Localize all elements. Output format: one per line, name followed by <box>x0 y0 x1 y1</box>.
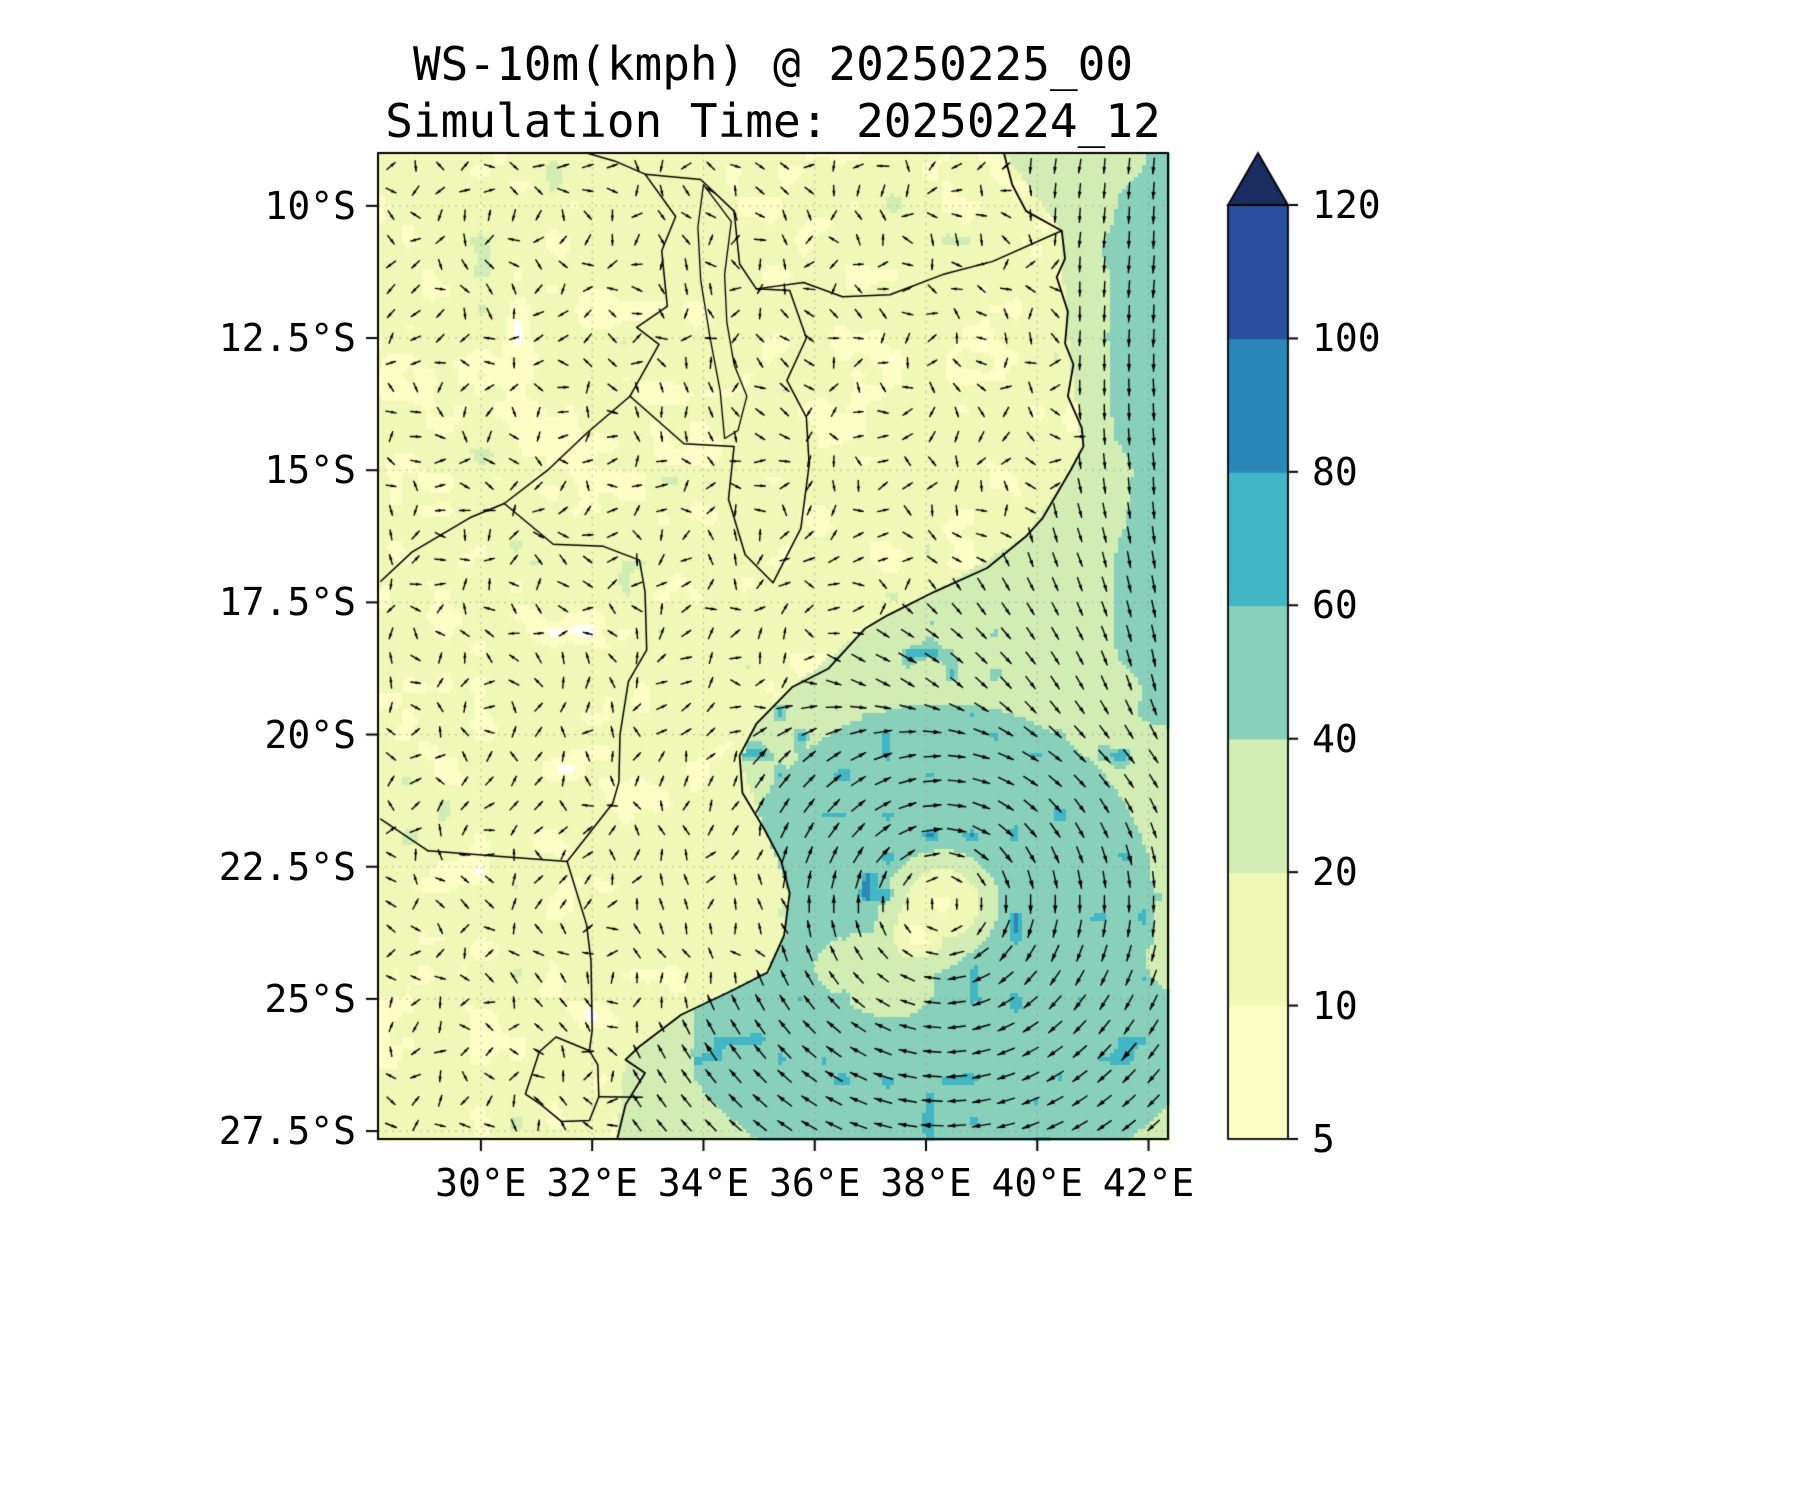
colorbar-tick-label: 80 <box>1312 449 1358 494</box>
x-tick-label: 34°E <box>657 1161 750 1205</box>
chart-subtitle: Simulation Time: 20250224_12 <box>385 94 1161 148</box>
colorbar-tick-label: 10 <box>1312 983 1358 1028</box>
colorbar-tick-label: 120 <box>1312 183 1381 227</box>
x-tick-label: 40°E <box>991 1161 1084 1205</box>
colorbar-tick-label: 5 <box>1312 1117 1335 1161</box>
y-tick-label: 15°S <box>264 448 356 493</box>
colorbar-tick-label: 60 <box>1312 583 1358 628</box>
y-tick-label: 27.5°S <box>218 1109 356 1154</box>
y-tick-label: 20°S <box>264 712 356 757</box>
y-tick-label: 22.5°S <box>218 844 356 889</box>
colorbar-tick-label: 20 <box>1312 850 1358 895</box>
x-tick-label: 36°E <box>768 1161 861 1205</box>
y-tick-label: 10°S <box>264 183 356 228</box>
colorbar-tick-label: 100 <box>1312 316 1381 361</box>
y-tick-label: 25°S <box>264 976 356 1021</box>
chart-title: WS-10m(kmph) @ 20250225_00 <box>412 37 1134 91</box>
y-tick-label: 17.5°S <box>218 580 356 625</box>
x-tick-label: 38°E <box>880 1161 972 1205</box>
x-tick-label: 42°E <box>1102 1161 1195 1205</box>
x-tick-label: 32°E <box>546 1161 638 1205</box>
x-tick-label: 30°E <box>435 1161 527 1205</box>
title-block: WS-10m(kmph) @ 20250225_00 Simulation Ti… <box>378 36 1168 150</box>
y-tick-label: 12.5°S <box>218 316 356 361</box>
colorbar-tick-label: 40 <box>1312 716 1358 761</box>
